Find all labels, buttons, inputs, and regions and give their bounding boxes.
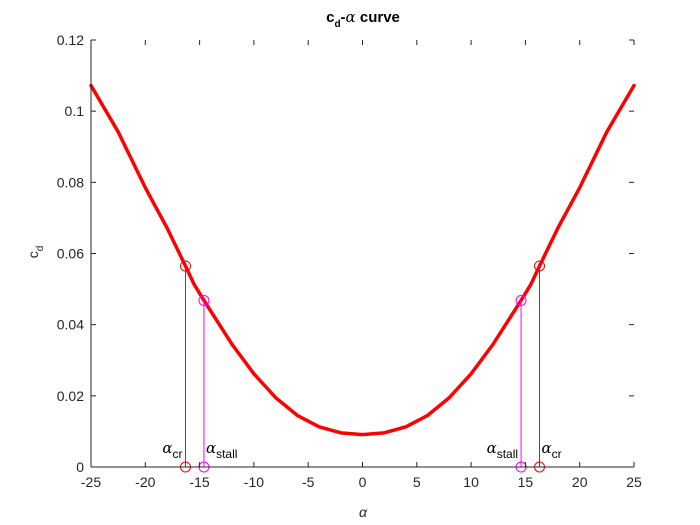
- alpha_stall_right-label: αstall: [487, 439, 518, 461]
- x-tick-label: 0: [359, 474, 367, 490]
- alpha_cr_right-label-sub: cr: [552, 447, 562, 461]
- y-tick-label: 0.1: [65, 103, 85, 119]
- alpha_cr_right-point-marker: [534, 260, 546, 272]
- x-tick-label: 10: [463, 474, 479, 490]
- plot-area: αcr αstall αstall αcr: [89, 83, 636, 473]
- y-tick-label: 0.04: [57, 317, 84, 333]
- y-tick-label: 0.08: [57, 174, 84, 190]
- alpha_stall_right-point-marker: [515, 294, 527, 306]
- alpha_stall_left-label-sub: stall: [216, 447, 237, 461]
- chart-title-rest: curve: [356, 9, 400, 26]
- y-tick-label: 0.06: [57, 246, 84, 262]
- x-tick-label: 25: [626, 474, 642, 490]
- alpha_cr_left-label-sub: cr: [172, 447, 182, 461]
- x-tick-label: 15: [518, 474, 534, 490]
- alpha_cr_right-label-greek: α: [542, 439, 552, 457]
- alpha_cr_right-label: αcr: [542, 439, 562, 461]
- chart-title-sub: d: [334, 19, 340, 30]
- y-axis-label-sub: d: [35, 246, 46, 252]
- x-tick-label: -10: [244, 474, 264, 490]
- y-axis-label: cd: [25, 246, 46, 259]
- alpha_cr_left-point-marker: [179, 260, 191, 272]
- x-tick-label: 20: [572, 474, 588, 490]
- alpha_stall_right-label-greek: α: [487, 439, 497, 457]
- tick-labels: -25 -20 -15 -10 -5 0 5 10 15 20 25 0 0.02 0.04 0.06 0.0…: [57, 32, 642, 490]
- alpha_cr_left-label: αcr: [162, 439, 182, 461]
- axes: [90, 39, 635, 468]
- x-tick-label: -5: [302, 474, 315, 490]
- alpha_stall_left-point-marker: [198, 294, 210, 306]
- chart-title: cd-α curve: [326, 8, 400, 30]
- alpha_cr_left-label-greek: α: [162, 439, 172, 457]
- x-tick-label: -25: [81, 474, 101, 490]
- alpha_stall_left-label: αstall: [206, 439, 237, 461]
- chart-title-dash: -: [341, 9, 346, 26]
- y-tick-label: 0.02: [57, 388, 84, 404]
- y-tick-label: 0.12: [57, 32, 84, 48]
- x-axis-label: α: [359, 504, 368, 520]
- x-tick-label: -20: [135, 474, 155, 490]
- chart-title-main: c: [326, 9, 334, 26]
- chart-title-greek: α: [346, 8, 356, 26]
- x-tick-label: 5: [413, 474, 421, 490]
- x-tick-label: -15: [189, 474, 209, 490]
- alpha_stall_left-label-greek: α: [206, 439, 216, 457]
- series-line-0: [89, 83, 636, 437]
- y-tick-label: 0: [76, 459, 84, 475]
- alpha_stall_right-label-sub: stall: [497, 447, 518, 461]
- y-axis-label-main: c: [25, 251, 41, 258]
